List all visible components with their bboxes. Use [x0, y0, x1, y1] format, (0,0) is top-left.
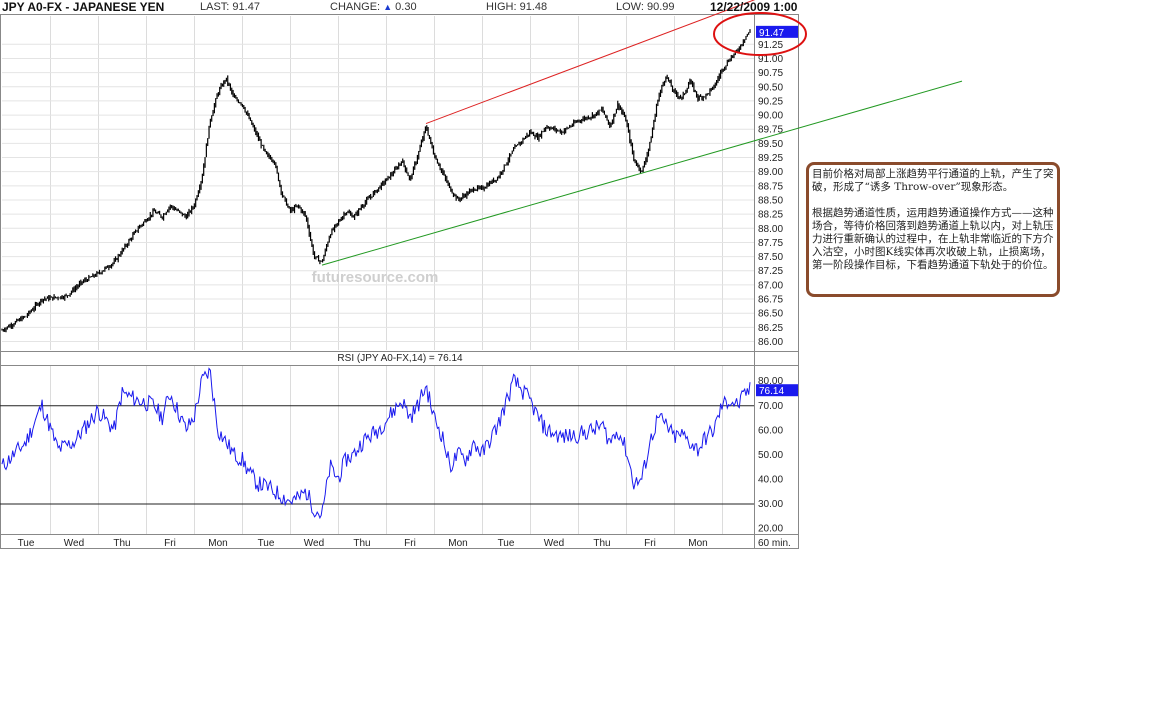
- x-tick-label: Tue: [498, 538, 515, 549]
- last-price-label: 91.47: [759, 28, 784, 39]
- rsi-y-tick-label: 20.00: [758, 524, 783, 535]
- x-tick-label: Tue: [258, 538, 275, 549]
- high-value: 91.48: [519, 1, 548, 13]
- y-tick-label: 86.75: [758, 295, 783, 306]
- y-tick-label: 88.75: [758, 181, 783, 192]
- x-tick-label: Wed: [544, 538, 564, 549]
- y-tick-label: 87.25: [758, 266, 783, 277]
- annotation-box: 目前价格对局部上涨趋势平行通道的上轨，产生了突破，形成了“诱多 Throw-ov…: [806, 162, 1060, 297]
- lower-channel-line: [321, 80, 963, 266]
- y-tick-label: 91.25: [758, 40, 783, 51]
- low-value: 90.99: [646, 1, 675, 13]
- rsi-y-tick-label: 30.00: [758, 499, 783, 510]
- symbol-title: JPY A0-FX - JAPANESE YEN: [2, 0, 165, 14]
- interval-label: 60 min.: [758, 538, 791, 549]
- y-tick-label: 86.25: [758, 323, 783, 334]
- y-tick-label: 89.25: [758, 153, 783, 164]
- change-field: CHANGE: ▲ 0.30: [330, 0, 417, 14]
- low-field: LOW: 90.99: [616, 0, 675, 14]
- rsi-y-tick-label: 50.00: [758, 450, 783, 461]
- x-tick-label: Mon: [448, 538, 467, 549]
- chart-area: Tue Wed Thu Fri Mon Tue Wed Thu Fri Mon Tue Wed Thu F…: [0, 0, 963, 549]
- rsi-last-label: 76.14: [759, 386, 784, 397]
- x-tick-label: Mon: [208, 538, 227, 549]
- change-value: 0.30: [395, 1, 417, 13]
- highlight-circle: [713, 12, 807, 56]
- x-tick-label: Fri: [404, 538, 416, 549]
- y-tick-label: 89.50: [758, 139, 783, 150]
- last-value: 91.47: [232, 1, 260, 13]
- watermark: futuresource.com: [312, 269, 439, 286]
- y-tick-label: 89.00: [758, 167, 783, 178]
- x-tick-label: Tue: [18, 538, 35, 549]
- y-tick-label: 90.25: [758, 96, 783, 107]
- low-label: LOW:: [616, 1, 644, 13]
- y-tick-label: 88.50: [758, 195, 783, 206]
- y-tick-label: 90.00: [758, 111, 783, 122]
- rsi-y-tick-label: 60.00: [758, 425, 783, 436]
- up-triangle-icon: ▲: [383, 2, 393, 12]
- datetime: 12/22/2009 1:00: [710, 0, 798, 14]
- y-tick-label: 91.00: [758, 54, 783, 65]
- x-tick-label: Thu: [593, 538, 610, 549]
- y-tick-label: 86.00: [758, 337, 783, 348]
- y-tick-label: 90.75: [758, 68, 783, 79]
- last-price-tag: [756, 25, 798, 38]
- y-tick-label: 87.00: [758, 280, 783, 291]
- x-tick-label: Mon: [688, 538, 707, 549]
- y-tick-label: 88.00: [758, 224, 783, 235]
- annotation-para-1: 目前价格对局部上涨趋势平行通道的上轨，产生了突破，形成了“诱多 Throw-ov…: [812, 168, 1054, 193]
- annotation-para-2: 根据趋势通道性质，运用趋势通道操作方式——这种场合，等待价格回落到趋势通道上轨以…: [812, 207, 1054, 271]
- x-tick-label: Wed: [304, 538, 324, 549]
- x-tick-label: Wed: [64, 538, 84, 549]
- x-tick-label: Thu: [353, 538, 370, 549]
- change-label: CHANGE:: [330, 1, 381, 13]
- rsi-last-tag: [756, 384, 798, 397]
- y-tick-label: 87.75: [758, 238, 783, 249]
- rsi-y-tick-label: 70.00: [758, 401, 783, 412]
- high-label: HIGH:: [486, 1, 517, 13]
- rsi-y-tick-label: 80.00: [758, 376, 783, 387]
- x-tick-label: Thu: [113, 538, 130, 549]
- rsi-title: RSI (JPY A0-FX,14) = 76.14: [337, 353, 463, 364]
- x-tick-label: Fri: [644, 538, 656, 549]
- y-tick-label: 86.50: [758, 309, 783, 320]
- price-series: [1, 29, 751, 333]
- x-tick-label: Fri: [164, 538, 176, 549]
- rsi-y-tick-label: 40.00: [758, 474, 783, 485]
- last-label: LAST:: [200, 1, 230, 13]
- chart-frame: [0, 14, 799, 549]
- upper-channel-line: [425, 0, 756, 125]
- rsi-line: [1, 367, 751, 520]
- y-tick-label: 89.75: [758, 125, 783, 136]
- y-tick-label: 88.25: [758, 210, 783, 221]
- last-field: LAST: 91.47: [200, 0, 260, 14]
- y-tick-label: 90.50: [758, 82, 783, 93]
- high-field: HIGH: 91.48: [486, 0, 547, 14]
- y-tick-label: 87.50: [758, 252, 783, 263]
